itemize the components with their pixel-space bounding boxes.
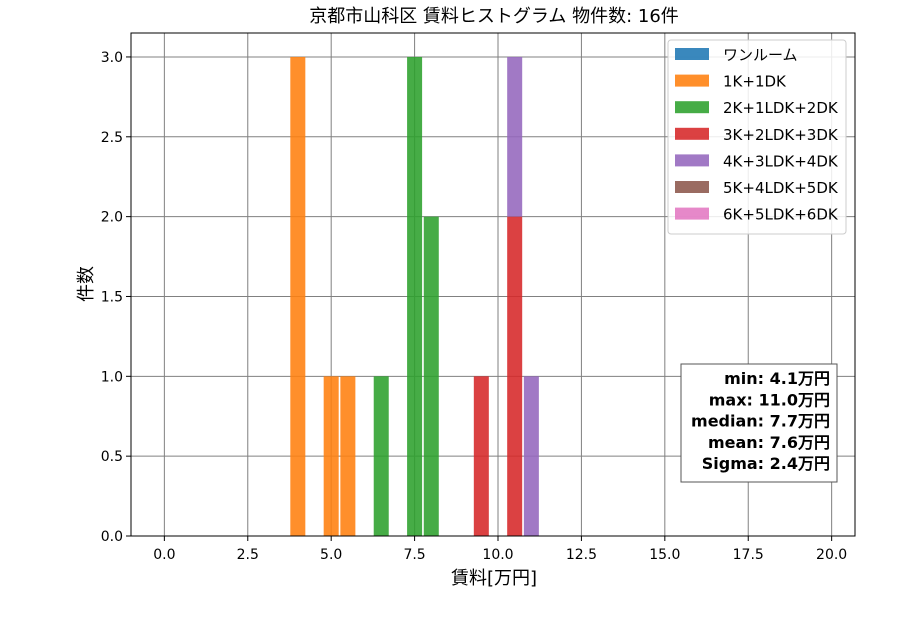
chart-title: 京都市山科区 賃料ヒストグラム 物件数: 16件 <box>309 6 679 27</box>
x-tick-label-2: 5.0 <box>320 547 342 563</box>
legend-swatch-1 <box>675 74 709 87</box>
x-tick-label-4: 10.0 <box>482 547 513 563</box>
legend-label-2: 2K+1LDK+2DK <box>723 99 839 117</box>
x-tick-label-1: 2.5 <box>237 547 259 563</box>
y-tick-label-1: 0.5 <box>101 449 123 465</box>
bar-series-4-bin-1 <box>523 376 539 536</box>
bar-series-2-bin-1 <box>407 56 423 536</box>
y-axis-title: 件数 <box>76 266 97 302</box>
legend-label-1: 1K+1DK <box>723 73 787 91</box>
stats-line-4: Sigma: 2.4万円 <box>702 454 830 473</box>
y-axis-ticks: 0.0 0.5 1.0 1.5 2.0 2.5 3.0 <box>101 50 131 545</box>
bar-series-2-bin-0 <box>373 376 389 536</box>
legend-swatch-5 <box>675 181 709 193</box>
legend-label-4: 4K+3LDK+4DK <box>723 152 839 170</box>
x-tick-label-8: 20.0 <box>816 547 847 563</box>
x-axis-ticks: 0.0 2.5 5.0 7.5 10.0 12.5 15.0 17.5 20.0 <box>153 536 847 563</box>
legend-swatch-0 <box>675 48 709 60</box>
stats-line-2: median: 7.7万円 <box>691 412 830 431</box>
x-tick-label-5: 12.5 <box>566 547 597 563</box>
legend-label-3: 3K+2LDK+3DK <box>723 126 839 144</box>
bar-series-3-bin-0 <box>473 376 489 536</box>
legend-label-0: ワンルーム <box>723 46 798 64</box>
bar-series-1-bin-1 <box>323 376 339 536</box>
y-tick-label-5: 2.5 <box>101 130 123 146</box>
x-tick-label-6: 15.0 <box>649 547 680 563</box>
stats-frame <box>680 363 838 483</box>
x-tick-label-3: 7.5 <box>403 547 425 563</box>
y-tick-label-2: 1.0 <box>101 369 123 385</box>
bar-series-4-bin-0 <box>507 56 523 217</box>
legend: ワンルーム 1K+1DK 2K+1LDK+2DK 3K+2LDK+3DK 4K+3LDK… <box>667 39 847 235</box>
y-tick-label-6: 3.0 <box>101 50 123 66</box>
x-tick-label-0: 0.0 <box>153 547 175 563</box>
legend-label-6: 6K+5LDK+6DK <box>723 206 839 224</box>
stats-line-3: mean: 7.6万円 <box>708 433 830 452</box>
bar-series-3-bin-1 <box>507 216 523 536</box>
bar-series-1-bin-2 <box>340 376 356 536</box>
x-tick-label-7: 17.5 <box>733 547 764 563</box>
y-tick-label-4: 2.0 <box>101 210 123 226</box>
bar-series-2-bin-2 <box>423 216 439 536</box>
x-axis-title: 賃料[万円] <box>451 568 537 589</box>
y-tick-label-0: 0.0 <box>101 529 123 545</box>
stats-line-0: min: 4.1万円 <box>724 369 830 388</box>
bars <box>290 56 539 536</box>
legend-box <box>667 39 847 235</box>
stats-line-1: max: 11.0万円 <box>709 390 830 409</box>
legend-swatch-4 <box>675 154 709 167</box>
plot-area-frame <box>130 32 856 537</box>
bar-series-1-bin-0 <box>290 56 306 536</box>
legend-swatch-3 <box>675 127 709 140</box>
stats-box: min: 4.1万円 max: 11.0万円 median: 7.7万円 mean: … <box>680 363 838 483</box>
legend-swatch-2 <box>675 101 709 114</box>
legend-label-5: 5K+4LDK+5DK <box>723 179 839 197</box>
legend-swatch-6 <box>675 207 709 220</box>
y-tick-label-3: 1.5 <box>101 289 123 305</box>
